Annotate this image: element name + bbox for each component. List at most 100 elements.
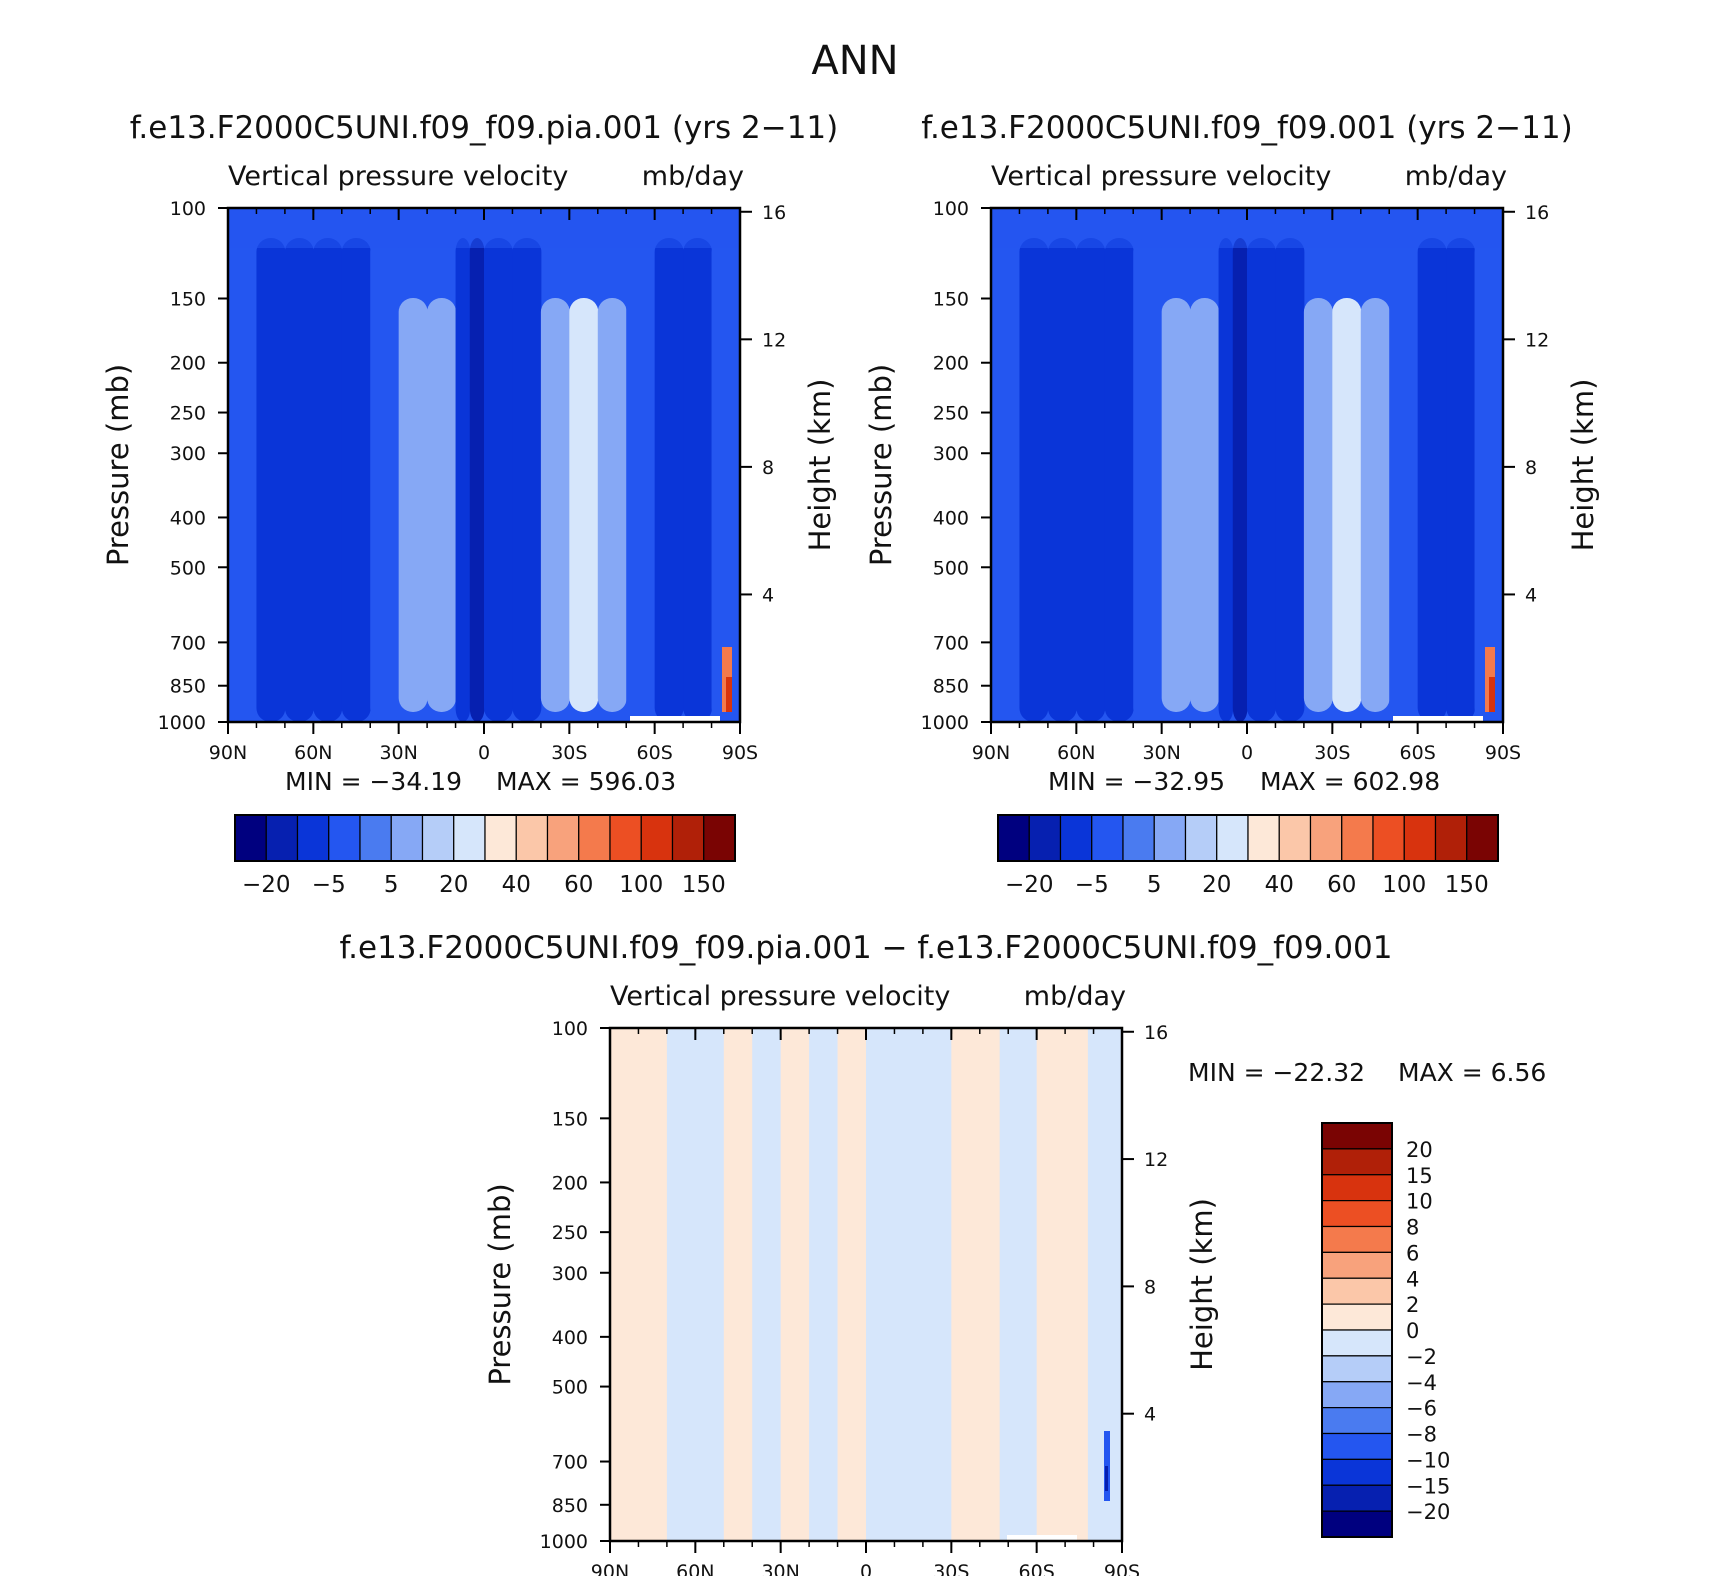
colorbar-swatch	[1321, 1277, 1393, 1305]
x-tick-label: 90N	[591, 1561, 629, 1576]
field-column	[1275, 238, 1305, 722]
y-tick-label: 400	[170, 507, 206, 529]
y-tick-label: 1000	[540, 1531, 588, 1553]
y-tick-label: 1000	[921, 712, 969, 734]
contour-field	[610, 1028, 1123, 1541]
contour-field	[991, 208, 1504, 722]
y-tick-label: 400	[933, 507, 969, 529]
field-column	[256, 238, 286, 722]
y-tick-label: 250	[170, 403, 206, 425]
colorbar-label: 10	[1406, 1190, 1433, 1214]
y-tick-label: 300	[552, 1263, 588, 1285]
field-band	[866, 1028, 895, 1541]
field-band	[666, 1028, 725, 1541]
field-column	[683, 238, 713, 722]
colorbar-swatch	[265, 814, 299, 862]
colorbar-swatch	[640, 814, 674, 862]
colorbar-label: −20	[242, 872, 291, 898]
field-max-core	[1489, 677, 1495, 712]
colorbar-label: 60	[564, 872, 593, 898]
colorbar-label: 0	[1406, 1319, 1419, 1343]
field-column	[341, 238, 371, 722]
y-axis-label: Pressure (mb)	[483, 1183, 517, 1385]
panel-subtitle-left: Vertical pressure velocity	[610, 981, 950, 1012]
field-column	[1133, 238, 1163, 722]
x-tick-label: 60S	[637, 742, 673, 764]
field-band	[809, 1028, 839, 1541]
field-column	[1417, 238, 1447, 722]
colorbar-swatch	[328, 814, 361, 862]
colorbar-swatch	[1091, 814, 1124, 862]
field-column	[654, 238, 684, 722]
colorbar-swatch	[484, 814, 517, 862]
panel-top-left: f.e13.F2000C5UNI.f09_f09.pia.001 (yrs 2−…	[101, 110, 838, 898]
colorbar-frame	[234, 814, 736, 862]
y-axis-label-right: Height (km)	[1185, 1198, 1219, 1371]
colorbar-swatch	[1184, 814, 1218, 862]
colorbar-swatch	[296, 814, 330, 862]
colorbar-swatch	[1321, 1174, 1393, 1202]
colorbar-label: 5	[1147, 872, 1162, 898]
field-band	[780, 1028, 810, 1541]
colorbar-swatch	[234, 814, 267, 862]
colorbar-swatch	[390, 814, 424, 862]
field-band	[951, 1028, 1001, 1541]
y-tick-label: 150	[933, 289, 969, 311]
colorbar-swatch	[1466, 814, 1499, 862]
right-tick-label: 8	[762, 457, 774, 479]
right-tick-label: 4	[1144, 1404, 1156, 1426]
field-column	[711, 238, 741, 722]
panel-subtitle-left: Vertical pressure velocity	[991, 161, 1331, 192]
x-tick-label: 30N	[761, 1561, 799, 1576]
colorbar-swatch	[1247, 814, 1280, 862]
colorbar-swatch	[1153, 814, 1187, 862]
y-tick-label: 200	[552, 1172, 588, 1194]
field-column	[228, 238, 257, 722]
colorbar-label: 8	[1406, 1216, 1419, 1240]
field-column	[1232, 238, 1248, 722]
field-column	[597, 298, 627, 712]
x-tick-label: 0	[860, 1561, 872, 1576]
x-tick-label: 60N	[294, 742, 332, 764]
figure-title: ANN	[811, 38, 898, 84]
colorbar-label: −10	[1406, 1448, 1450, 1472]
colorbar-label: 150	[682, 872, 726, 898]
field-column	[398, 298, 428, 712]
y-tick-label: 500	[552, 1377, 588, 1399]
colorbar-label: 100	[1382, 872, 1426, 898]
field-column	[484, 238, 513, 722]
y-tick-label: 700	[933, 632, 969, 654]
colorbar-swatch	[1321, 1432, 1393, 1460]
y-tick-label: 150	[170, 289, 206, 311]
field-min-core	[1105, 1466, 1108, 1491]
field-column	[455, 238, 471, 722]
y-tick-label: 150	[552, 1108, 588, 1130]
colorbar-swatch	[515, 814, 549, 862]
field-column	[1303, 298, 1333, 712]
x-tick-label: 90N	[972, 742, 1010, 764]
field-column	[1332, 298, 1362, 712]
field-column	[469, 238, 485, 722]
colorbar-label: −6	[1406, 1397, 1437, 1421]
colorbar-label: 20	[1202, 872, 1231, 898]
x-tick-label: 90S	[1104, 1561, 1140, 1576]
colorbar-swatch	[1321, 1251, 1393, 1279]
colorbar-label: −2	[1406, 1345, 1437, 1369]
right-tick-label: 12	[762, 329, 786, 351]
field-band	[894, 1028, 924, 1541]
field-band	[1036, 1028, 1089, 1541]
y-axis-label-right: Height (km)	[1566, 379, 1600, 552]
colorbar-swatch	[671, 814, 705, 862]
colorbar-swatch	[1321, 1381, 1393, 1409]
colorbar-swatch	[1341, 814, 1374, 862]
y-tick-label: 250	[552, 1222, 588, 1244]
right-tick-label: 12	[1144, 1149, 1168, 1171]
y-tick-label: 850	[170, 676, 206, 698]
colorbar-swatch	[1309, 814, 1343, 862]
field-missing	[630, 716, 720, 721]
right-tick-label: 12	[1525, 329, 1549, 351]
y-tick-label: 850	[552, 1495, 588, 1517]
panel-title: f.e13.F2000C5UNI.f09_f09.pia.001 (yrs 2−…	[130, 110, 839, 146]
right-tick-label: 16	[1525, 202, 1549, 224]
